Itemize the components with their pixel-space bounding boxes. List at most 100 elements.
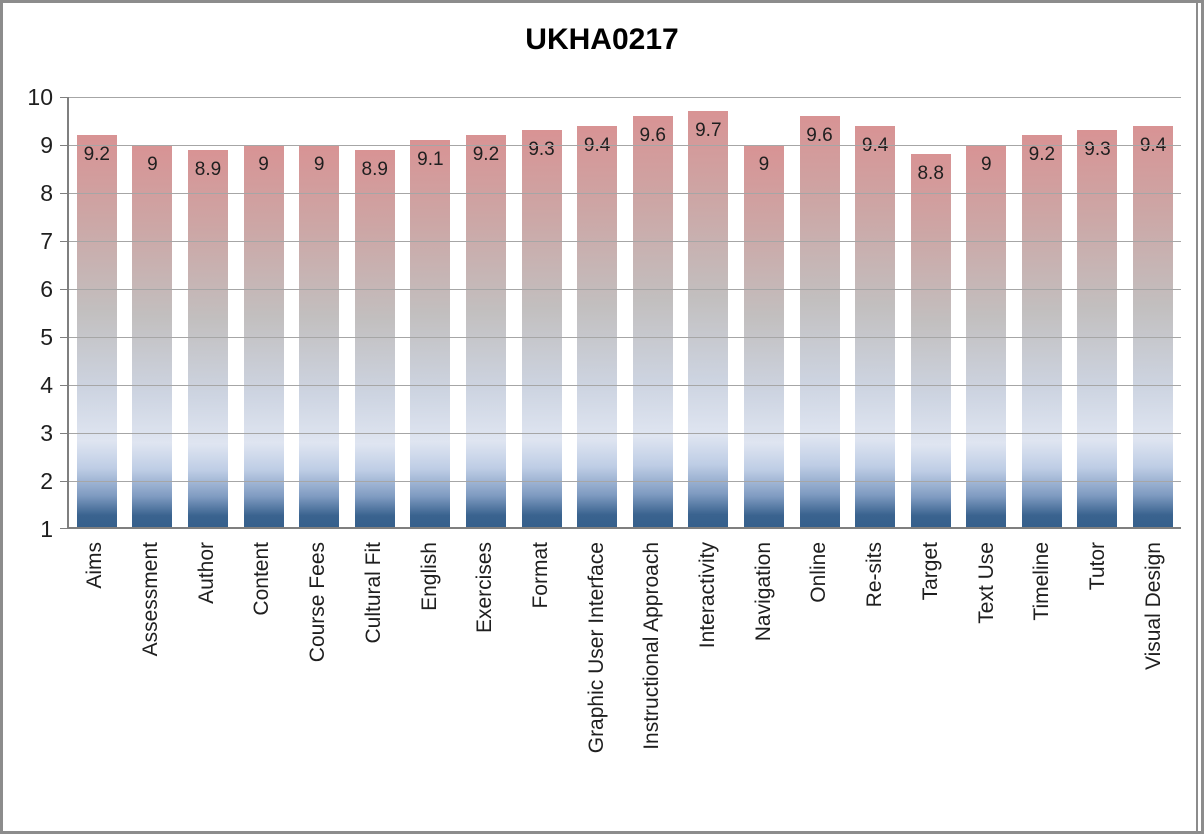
x-slot: Exercises bbox=[457, 542, 513, 633]
x-slot: Timeline bbox=[1014, 542, 1070, 621]
bar: 9.3 bbox=[1077, 130, 1118, 527]
x-slot: Target bbox=[903, 542, 959, 600]
x-tick-label: Graphic User Interface bbox=[584, 542, 608, 754]
gridline bbox=[69, 193, 1181, 194]
x-slot: Online bbox=[791, 542, 847, 603]
bar-slot: 8.9 bbox=[180, 97, 236, 527]
x-tick-label: Author bbox=[194, 542, 218, 604]
x-tick-label: Timeline bbox=[1030, 542, 1054, 621]
bar: 9.4 bbox=[1133, 125, 1174, 527]
x-slot: Instructional Approach bbox=[624, 542, 680, 750]
y-tick-label: 1 bbox=[40, 516, 53, 542]
y-tick-label: 5 bbox=[40, 324, 53, 350]
x-tick-label: Exercises bbox=[473, 542, 497, 634]
x-slot: Graphic User Interface bbox=[568, 542, 624, 753]
x-tick-label: Cultural Fit bbox=[361, 542, 385, 644]
chart-right-border bbox=[1196, 3, 1198, 831]
x-tick-label: Tutor bbox=[1085, 542, 1109, 591]
x-slot: Interactivity bbox=[680, 542, 736, 648]
bar: 9.2 bbox=[1021, 135, 1062, 527]
gridline bbox=[69, 289, 1181, 290]
x-slot: English bbox=[401, 542, 457, 611]
x-tick-label: Aims bbox=[83, 542, 107, 589]
chart: UKHA0217 10 9 8 7 6 5 4 3 2 1 9.2 9 8.9 9 9 8.9 9.1 9.2 9… bbox=[3, 3, 1201, 831]
y-tick-label: 3 bbox=[40, 420, 53, 446]
bar: 9 bbox=[243, 144, 284, 527]
bar-value-label: 9 bbox=[758, 153, 770, 175]
y-tick-label: 8 bbox=[40, 180, 53, 206]
x-tick-label: English bbox=[417, 542, 441, 611]
bar: 9.6 bbox=[799, 116, 840, 527]
bar-slot: 9.3 bbox=[514, 97, 570, 527]
bar-value-label: 9.3 bbox=[528, 139, 555, 161]
gridline bbox=[69, 97, 1181, 98]
x-slot: Re-sits bbox=[847, 542, 903, 607]
bar-slot: 9.6 bbox=[792, 97, 848, 527]
bar: 8.9 bbox=[354, 149, 395, 527]
bar-value-label: 9.1 bbox=[417, 149, 444, 170]
bar: 9 bbox=[132, 144, 173, 527]
x-tick-label: Instructional Approach bbox=[640, 542, 664, 750]
bar-slot: 9.2 bbox=[458, 97, 514, 527]
bar-slot: 9 bbox=[736, 97, 792, 527]
gridline bbox=[69, 433, 1181, 434]
bar-slot: 9.7 bbox=[681, 97, 737, 527]
gridline bbox=[69, 337, 1181, 338]
x-tick-label: Online bbox=[807, 542, 831, 603]
bar-value-label: 9.6 bbox=[806, 125, 833, 147]
gridline bbox=[69, 385, 1181, 386]
y-tick-label: 4 bbox=[40, 372, 53, 398]
bar-slot: 9 bbox=[236, 97, 292, 527]
bar-slot: 9 bbox=[291, 97, 347, 527]
y-tick-mark bbox=[60, 433, 67, 434]
bar-value-label: 9 bbox=[258, 153, 269, 175]
x-slot: Cultural Fit bbox=[346, 542, 402, 644]
bar: 9.1 bbox=[410, 140, 451, 527]
y-tick-mark bbox=[60, 145, 67, 146]
y-tick-label: 2 bbox=[40, 468, 53, 494]
bar-slot: 9.4 bbox=[1125, 97, 1181, 527]
x-tick-label: Text Use bbox=[974, 542, 998, 624]
bar-value-label: 8.9 bbox=[194, 158, 222, 180]
bar: 9.2 bbox=[76, 135, 117, 527]
bar: 9 bbox=[299, 144, 340, 527]
bar-slot: 9.1 bbox=[403, 97, 459, 527]
bar-value-label: 9.3 bbox=[1084, 139, 1111, 161]
bar-slot: 9.4 bbox=[847, 97, 903, 527]
plot-area: 9.2 9 8.9 9 9 8.9 9.1 9.2 9.3 9.4 9.6 9.7 9 9.6 9.4 8.8… bbox=[60, 97, 1181, 529]
bar: 9.2 bbox=[465, 135, 506, 527]
bar-value-label: 9.6 bbox=[639, 125, 666, 147]
bar-value-label: 9.2 bbox=[1028, 144, 1056, 166]
x-slot: Format bbox=[513, 542, 569, 609]
bar-value-label: 9.2 bbox=[83, 144, 110, 166]
bar: 9.3 bbox=[521, 130, 562, 527]
bar-value-label: 9.7 bbox=[695, 120, 722, 142]
x-axis: Aims Assessment Author Content Course Fees Cu… bbox=[67, 542, 1181, 827]
x-tick-label: Target bbox=[918, 542, 942, 601]
y-tick-mark bbox=[60, 193, 67, 194]
gridline bbox=[69, 481, 1181, 482]
y-tick-mark bbox=[60, 97, 67, 98]
x-slot: Aims bbox=[67, 542, 123, 589]
bars-container: 9.2 9 8.9 9 9 8.9 9.1 9.2 9.3 9.4 9.6 9.7 9 9.6 9.4 8.8… bbox=[69, 97, 1181, 527]
bar-slot: 9 bbox=[959, 97, 1015, 527]
bar-slot: 8.8 bbox=[903, 97, 959, 527]
y-tick-label: 7 bbox=[40, 228, 53, 254]
bar: 9 bbox=[743, 144, 784, 527]
bar: 8.8 bbox=[910, 154, 951, 527]
x-tick-label: Assessment bbox=[139, 542, 162, 657]
x-tick-label: Content bbox=[250, 542, 274, 616]
x-slot: Visual Design bbox=[1125, 542, 1181, 670]
bar-slot: 9 bbox=[125, 97, 181, 527]
y-tick-mark bbox=[60, 289, 67, 290]
x-slot: Course Fees bbox=[290, 542, 346, 662]
x-tick-label: Re-sits bbox=[863, 542, 887, 608]
y-tick-mark bbox=[60, 385, 67, 386]
bar: 9.7 bbox=[688, 111, 729, 527]
bar-value-label: 9 bbox=[313, 153, 325, 175]
x-slot: Author bbox=[178, 542, 234, 604]
bar-slot: 8.9 bbox=[347, 97, 403, 527]
bar: 9 bbox=[966, 144, 1007, 527]
bar-slot: 9.3 bbox=[1070, 97, 1126, 527]
x-slot: Tutor bbox=[1070, 542, 1126, 590]
